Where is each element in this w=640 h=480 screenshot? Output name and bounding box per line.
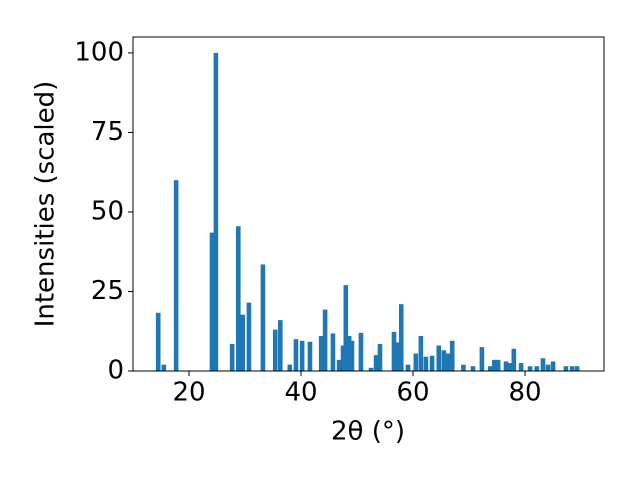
y-tick-label: 50 <box>91 196 124 226</box>
bar <box>346 336 352 371</box>
bar <box>479 347 485 371</box>
bar <box>349 340 355 371</box>
bar <box>495 359 501 371</box>
bar <box>491 359 497 371</box>
bar <box>343 285 349 371</box>
bar <box>511 348 517 371</box>
bar <box>272 329 278 371</box>
x-tick-label: 60 <box>396 378 429 408</box>
plot-frame <box>132 36 605 372</box>
bar <box>563 366 569 371</box>
bar <box>213 52 219 372</box>
bar <box>413 353 419 371</box>
bar <box>540 358 546 371</box>
bar <box>418 336 424 371</box>
bar <box>395 342 401 371</box>
y-axis-label: Intensities (scaled) <box>31 81 61 328</box>
bar <box>293 339 299 371</box>
bar <box>377 343 383 371</box>
bar <box>423 356 429 371</box>
y-tick-label: 75 <box>91 117 124 147</box>
x-tick-label: 80 <box>508 378 541 408</box>
bar <box>391 331 397 371</box>
bar <box>405 364 411 371</box>
y-tick-label: 0 <box>107 356 124 386</box>
bar <box>507 363 513 371</box>
bar <box>307 341 313 371</box>
bar <box>299 340 305 371</box>
bar <box>398 304 404 371</box>
bar <box>277 320 283 371</box>
bar <box>545 364 551 371</box>
bar <box>358 332 364 371</box>
bar <box>155 312 161 371</box>
bar <box>569 366 575 371</box>
bar <box>318 336 324 371</box>
bar <box>574 366 580 371</box>
x-tick-label: 20 <box>172 378 205 408</box>
bar <box>368 367 374 371</box>
bar <box>173 180 179 371</box>
bar <box>488 366 493 371</box>
bar <box>470 366 476 371</box>
bar <box>550 361 556 371</box>
bar <box>429 355 435 371</box>
bar <box>209 232 215 371</box>
bar <box>322 309 328 371</box>
bar <box>330 333 336 371</box>
bar <box>461 364 466 371</box>
bar <box>527 366 533 371</box>
bar <box>246 302 252 371</box>
bar <box>534 366 540 371</box>
bar <box>235 226 241 371</box>
bar <box>240 314 246 371</box>
bar <box>518 363 524 371</box>
bar <box>161 364 167 371</box>
bar <box>449 340 455 371</box>
bar <box>373 355 379 371</box>
bar <box>229 343 235 371</box>
x-tick-label: 40 <box>284 378 317 408</box>
bar <box>260 264 266 371</box>
x-axis-label: 2θ (°) <box>331 417 405 447</box>
bar <box>446 353 451 371</box>
bar <box>336 359 342 371</box>
bar <box>287 364 293 371</box>
bar <box>503 361 509 371</box>
bar <box>340 345 346 371</box>
bar <box>436 345 442 371</box>
y-tick-label: 100 <box>74 37 124 67</box>
bar <box>441 350 447 371</box>
y-tick-label: 25 <box>91 276 124 306</box>
